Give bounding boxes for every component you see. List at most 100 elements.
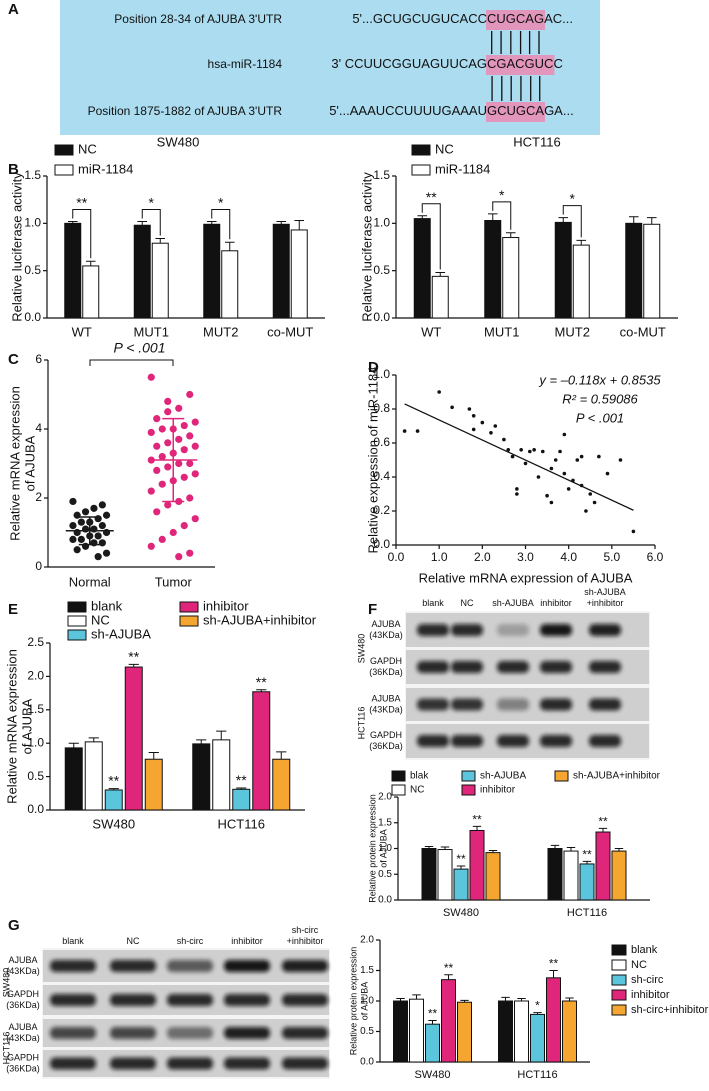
data-point: [90, 525, 98, 533]
bar: [563, 850, 579, 901]
bar: [579, 863, 595, 901]
legend-label: inhibitor: [631, 989, 670, 1001]
panel-letter: B: [8, 161, 19, 178]
bar: [144, 758, 163, 811]
data-point: [81, 508, 90, 516]
y-axis-label: of AJUBA: [22, 435, 37, 491]
bar: [431, 275, 449, 319]
significance: **: [472, 812, 482, 826]
error-bar: [68, 742, 79, 748]
bar: [409, 998, 424, 1063]
protein-label: GAPDH: [7, 989, 39, 999]
x-tick-label: MUT1: [484, 324, 519, 339]
y-tick-label: 1.5: [24, 168, 41, 182]
bar: [530, 1013, 545, 1063]
error-bar: [424, 845, 434, 849]
blot-band: [282, 994, 328, 1006]
protein-label: AJUBA: [371, 619, 400, 629]
bar: [151, 242, 169, 319]
data-point: [147, 487, 155, 495]
significance: *: [535, 999, 540, 1013]
bar: [484, 219, 502, 319]
legend-swatch: [391, 784, 406, 796]
blot-band: [167, 1057, 213, 1070]
data-point: [158, 453, 166, 461]
data-point: [579, 454, 584, 459]
protein-label: (43KDa): [6, 1033, 40, 1043]
error-bar: [396, 998, 405, 1001]
bar: [546, 977, 561, 1063]
error-bar: [148, 752, 159, 760]
data-point: [164, 408, 172, 416]
y-tick-label: 1.5: [360, 965, 374, 976]
data-point: [191, 418, 199, 426]
legend-label: inhibitor: [203, 598, 249, 613]
significance: **: [108, 773, 119, 789]
x-tick-label: HCT116: [218, 816, 265, 831]
bar: [611, 850, 627, 901]
data-point: [588, 492, 593, 496]
bar: [104, 789, 123, 811]
error-bar: [565, 997, 574, 1001]
blot-band: [224, 1057, 270, 1070]
y-tick-label: 0.8: [373, 401, 390, 415]
blot-band: [540, 661, 572, 673]
data-point: [515, 487, 519, 491]
y-tick-label: 4: [35, 421, 42, 435]
legend-label: blank: [631, 944, 658, 956]
x-axis-label: Relative mRNA expression of AJUBA: [419, 570, 633, 585]
legend-swatch: [611, 989, 627, 1001]
data-point: [153, 508, 161, 516]
x-tick-label: SW480: [92, 816, 135, 831]
data-point: [575, 458, 580, 462]
legend-label: NC: [78, 141, 97, 156]
y-axis-label: Relative luciferase activity: [9, 172, 24, 322]
legend-label: NC: [91, 612, 110, 627]
y-tick-label: 0.6: [373, 435, 390, 449]
protein-label: (36KDa): [6, 1063, 40, 1073]
data-point: [77, 535, 85, 544]
y-tick-label: 0.0: [24, 310, 41, 324]
x-tick-label: 4.0: [560, 550, 577, 564]
y-tick-label: 2.0: [360, 935, 374, 946]
protein-label: AJUBA: [8, 1022, 37, 1032]
significance: *: [149, 194, 155, 210]
data-point: [186, 390, 194, 399]
y-tick-label: 1.0: [24, 216, 41, 230]
bar: [498, 1000, 513, 1063]
data-point: [81, 542, 90, 550]
lane-label: sh-AJUBA: [584, 587, 626, 597]
error-bar: [487, 213, 498, 221]
data-point: [147, 542, 155, 550]
data-point: [545, 493, 549, 498]
legend-label: blank: [91, 598, 123, 613]
site-label: hsa-miR-1184: [208, 57, 283, 71]
significance-bracket: [89, 359, 174, 366]
data-point: [605, 471, 610, 476]
legend-swatch: [611, 1004, 627, 1016]
data-point: [549, 500, 554, 505]
data-point: [597, 454, 601, 459]
data-point: [191, 442, 199, 450]
error-bar: [155, 237, 166, 244]
legend-swatch: [67, 601, 87, 613]
y-tick-label: 0.5: [24, 263, 41, 277]
panel-letter: A: [8, 1, 19, 18]
data-point: [180, 473, 188, 481]
bar: [453, 868, 469, 901]
data-point: [147, 373, 155, 381]
blot-band: [110, 994, 156, 1006]
legend-swatch: [67, 615, 87, 627]
bar: [485, 852, 501, 901]
significance: **: [236, 772, 247, 788]
protein-label: GAPDH: [370, 730, 402, 740]
legend-label: sh-circ+inhibitor: [631, 1004, 709, 1016]
data-point: [69, 497, 77, 506]
sequence: 5'...GCUGCUGUCACCCUGCAGAC...: [352, 11, 573, 26]
lane-label: NC: [461, 598, 474, 608]
blot-band: [451, 661, 483, 673]
x-tick-label: 1.0: [431, 550, 448, 564]
data-point: [69, 535, 77, 544]
lane-label: NC: [127, 936, 140, 946]
blot-band: [589, 661, 621, 673]
